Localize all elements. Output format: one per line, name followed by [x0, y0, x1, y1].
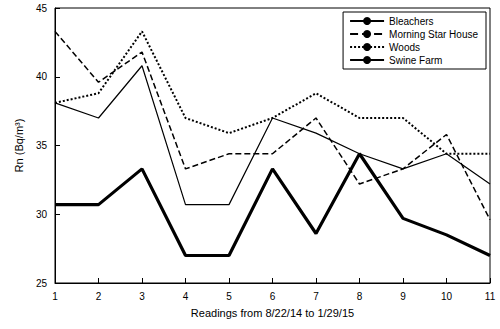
svg-text:1: 1 [52, 291, 58, 302]
svg-text:9: 9 [400, 291, 406, 302]
svg-text:40: 40 [36, 71, 48, 82]
svg-text:8: 8 [357, 291, 363, 302]
svg-text:35: 35 [36, 140, 48, 151]
svg-text:10: 10 [441, 291, 453, 302]
svg-text:Morning Star House: Morning Star House [389, 29, 478, 40]
svg-text:Woods: Woods [389, 42, 420, 53]
svg-text:30: 30 [36, 209, 48, 220]
svg-text:45: 45 [36, 3, 48, 14]
svg-text:Rn (Bq/m³): Rn (Bq/m³) [13, 119, 25, 173]
svg-text:25: 25 [36, 278, 48, 289]
svg-text:Bleachers: Bleachers [389, 16, 433, 27]
svg-text:5: 5 [226, 291, 232, 302]
svg-text:11: 11 [485, 291, 496, 302]
svg-text:Readings from 8/22/14 to 1/29/: Readings from 8/22/14 to 1/29/15 [191, 307, 354, 319]
svg-text:2: 2 [96, 291, 102, 302]
svg-text:6: 6 [270, 291, 276, 302]
svg-text:3: 3 [139, 291, 145, 302]
svg-text:4: 4 [183, 291, 189, 302]
svg-text:7: 7 [313, 291, 319, 302]
svg-text:Swine Farm: Swine Farm [389, 55, 442, 66]
